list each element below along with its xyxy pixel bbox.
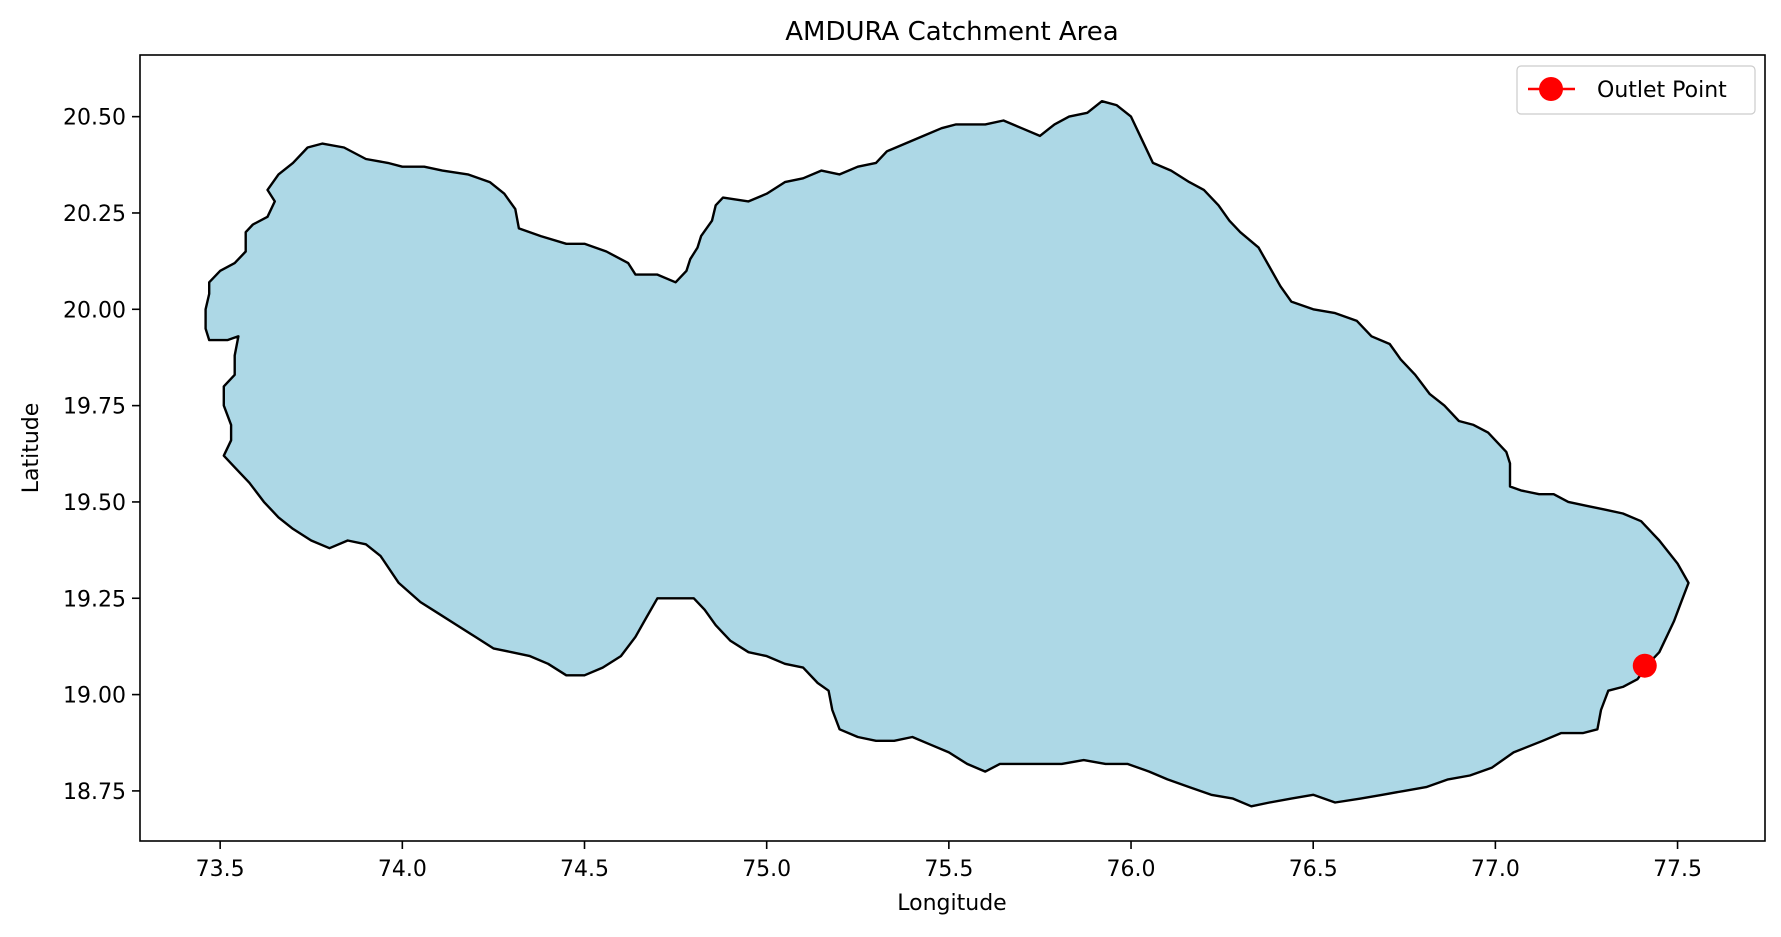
x-tick-label: 74.5 — [560, 857, 609, 882]
y-tick-label: 19.75 — [63, 395, 126, 420]
y-axis-label: Latitude — [19, 403, 44, 494]
x-tick-label: 75.0 — [742, 857, 791, 882]
legend-marker-icon — [1539, 77, 1563, 101]
catchment-polygon — [204, 100, 1690, 808]
x-tick-label: 76.0 — [1107, 857, 1156, 882]
plot-area — [204, 100, 1690, 808]
x-tick-label: 77.5 — [1653, 857, 1702, 882]
y-tick-label: 20.00 — [63, 298, 126, 323]
x-tick-label: 73.5 — [196, 857, 245, 882]
x-axis: 73.5 74.0 74.5 75.0 75.5 76.0 76.5 77.0 77.5 — [196, 841, 1702, 882]
y-axis: 18.75 19.00 19.25 19.50 19.75 20.00 20.25 20.50 — [63, 106, 140, 805]
x-tick-label: 77.0 — [1471, 857, 1520, 882]
legend-box — [1516, 65, 1756, 115]
y-tick-label: 19.00 — [63, 684, 126, 709]
y-tick-label: 19.50 — [63, 491, 126, 516]
legend-label: Outlet Point — [1597, 78, 1727, 103]
axes-frame — [139, 54, 1766, 842]
x-tick-label: 75.5 — [924, 857, 973, 882]
y-tick-label: 20.50 — [63, 106, 126, 131]
y-tick-label: 20.25 — [63, 202, 126, 227]
outlet-point-marker — [1632, 653, 1657, 678]
x-tick-label: 74.0 — [378, 857, 427, 882]
x-axis-label: Longitude — [897, 891, 1006, 916]
x-tick-label: 76.5 — [1289, 857, 1338, 882]
chart-title: AMDURA Catchment Area — [785, 17, 1118, 47]
y-tick-label: 19.25 — [63, 587, 126, 612]
y-tick-label: 18.75 — [63, 780, 126, 805]
legend: Outlet Point — [1516, 65, 1756, 115]
